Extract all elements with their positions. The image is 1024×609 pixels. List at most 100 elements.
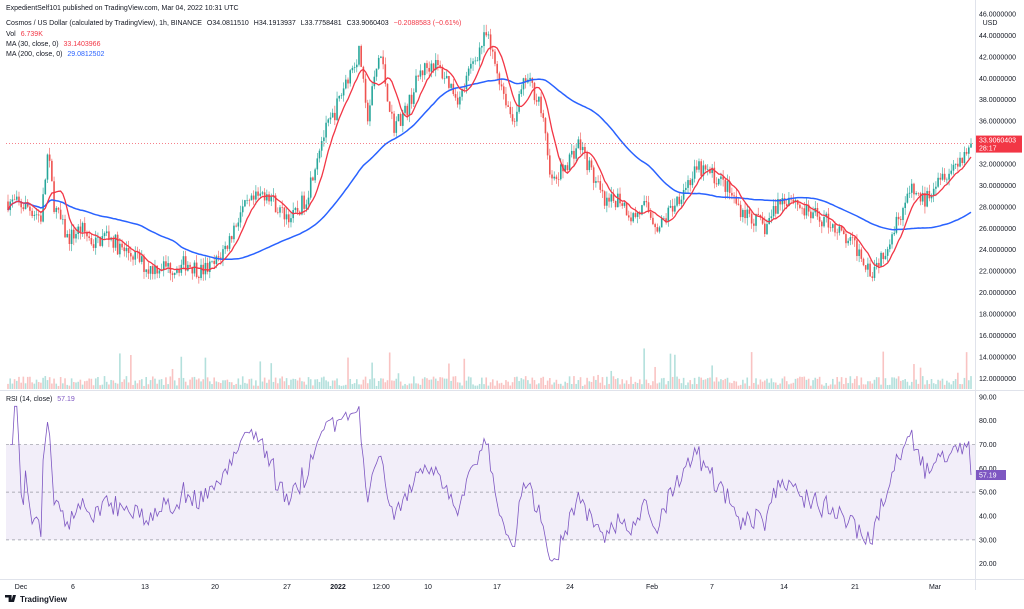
volume-bar	[755, 378, 757, 389]
candle-body	[64, 219, 66, 238]
volume-bar	[766, 378, 768, 389]
candle-body	[513, 121, 516, 123]
candle-body	[270, 196, 273, 202]
candle-body	[788, 197, 790, 207]
volume-bar	[647, 383, 650, 389]
candle-body	[746, 209, 749, 219]
candle-body	[678, 196, 681, 204]
time-tick-label: 10	[424, 584, 432, 591]
candle-body	[713, 167, 716, 184]
candle-body	[37, 214, 40, 216]
candle-body	[509, 106, 512, 115]
price-candles	[7, 24, 972, 284]
volume-bar	[64, 378, 66, 389]
candle-body	[845, 234, 847, 244]
volume-bar	[285, 378, 288, 389]
price-tick-label: 44.0000000	[979, 33, 1016, 40]
close-value: C33.9060403	[346, 20, 389, 27]
candle-body	[213, 260, 216, 264]
volume-bar	[715, 377, 718, 389]
candle-body	[305, 204, 308, 209]
candle-body	[7, 201, 9, 211]
rsi-value: 57.19	[57, 396, 75, 403]
candle-body	[145, 269, 147, 272]
candle-body	[939, 177, 942, 180]
volume-bar	[57, 385, 60, 389]
volume-bar	[915, 379, 917, 389]
volume-bar	[305, 384, 308, 389]
tradingview-logo[interactable]: TradingView	[5, 595, 67, 604]
volume-bar	[643, 348, 645, 389]
volume-bar	[138, 380, 141, 389]
candle-body	[665, 218, 667, 222]
volume-bar	[9, 378, 11, 389]
candle-body	[209, 261, 211, 272]
candle-body	[329, 117, 332, 120]
currency-label: USD	[983, 20, 998, 27]
candle-body	[307, 197, 310, 205]
candle-body	[546, 133, 549, 156]
candle-body	[957, 163, 959, 167]
candle-body	[366, 102, 369, 122]
candle-body	[151, 266, 154, 275]
volume-bar	[592, 376, 595, 389]
volume-bar	[698, 376, 700, 389]
time-tick-label: 2022	[330, 584, 346, 591]
candle-body	[200, 264, 202, 279]
volume-bar	[191, 377, 194, 389]
candle-body	[970, 143, 972, 148]
volume-bar	[807, 378, 810, 389]
candle-body	[818, 216, 821, 222]
volume-bar	[35, 379, 38, 389]
candle-body	[838, 226, 841, 233]
candle-body	[141, 256, 143, 262]
volume-bar	[437, 380, 439, 389]
volume-bar	[630, 376, 632, 389]
volume-bar	[323, 376, 325, 389]
candle-body	[463, 88, 466, 90]
candle-body	[211, 260, 213, 262]
volume-bar	[68, 385, 71, 389]
candle-body	[281, 207, 284, 208]
volume-bar	[671, 376, 674, 389]
volume-bar	[338, 385, 341, 389]
volume-bar	[33, 383, 36, 389]
volume-bar	[353, 383, 356, 389]
candle-body	[770, 216, 773, 219]
volume-bar	[665, 384, 667, 389]
candle-body	[369, 105, 371, 122]
candle-body	[860, 249, 863, 259]
volume-bar	[818, 376, 821, 389]
volume-bar	[81, 384, 84, 389]
candle-body	[595, 181, 597, 183]
candle-body	[761, 217, 764, 224]
volume-bar	[312, 385, 314, 389]
volume-bar	[564, 381, 566, 389]
candle-body	[871, 276, 874, 278]
candle-body	[516, 111, 518, 122]
volume-bar	[266, 382, 268, 389]
candle-body	[603, 191, 606, 206]
volume-bar	[788, 384, 790, 389]
volume-bar	[366, 383, 369, 389]
volume-bar	[141, 379, 143, 389]
candle-body	[20, 201, 22, 208]
candle-body	[781, 198, 784, 205]
volume-bar	[814, 377, 817, 389]
volume-bar	[948, 382, 950, 389]
candle-body	[443, 78, 446, 80]
candle-body	[459, 96, 461, 105]
candle-body	[103, 233, 106, 237]
candle-body	[735, 196, 738, 204]
candle-body	[279, 207, 281, 213]
volume-bar	[259, 361, 262, 389]
volume-bar	[867, 381, 869, 389]
volume-bar	[842, 384, 845, 389]
volume-bar	[489, 382, 492, 389]
volume-bar	[864, 384, 867, 389]
candle-body	[559, 164, 562, 180]
candle-body	[125, 248, 128, 252]
candle-body	[437, 59, 439, 66]
candle-body	[206, 262, 209, 272]
